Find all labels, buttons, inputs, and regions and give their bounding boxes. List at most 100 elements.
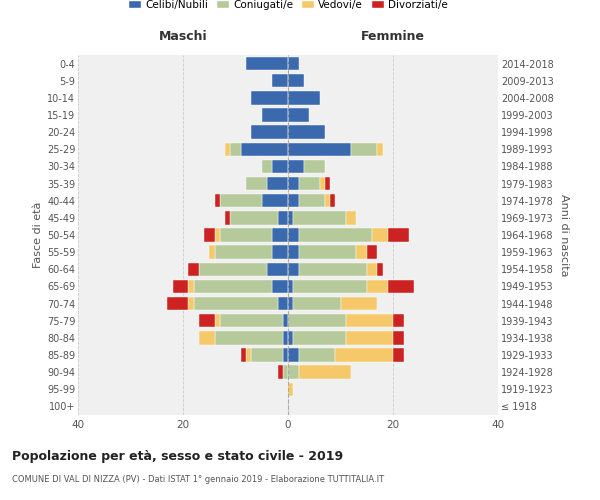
Bar (193, 280, 272, 293)
Bar (299, 177, 320, 190)
Bar (230, 211, 277, 224)
Bar (346, 314, 393, 328)
Bar (335, 348, 393, 362)
Bar (283, 348, 288, 362)
Bar (288, 262, 299, 276)
Bar (272, 228, 288, 241)
Bar (204, 228, 215, 241)
Bar (246, 177, 267, 190)
Bar (288, 280, 293, 293)
Bar (299, 194, 325, 207)
Bar (288, 74, 304, 88)
Bar (293, 297, 341, 310)
Bar (288, 160, 304, 173)
Bar (346, 331, 393, 344)
Bar (393, 331, 404, 344)
Bar (199, 331, 215, 344)
Bar (320, 177, 325, 190)
Bar (220, 194, 262, 207)
Bar (241, 348, 246, 362)
Text: Maschi: Maschi (158, 30, 208, 43)
Bar (288, 108, 309, 122)
Bar (288, 194, 299, 207)
Bar (288, 297, 293, 310)
Bar (209, 246, 215, 259)
Bar (272, 160, 288, 173)
Bar (230, 142, 241, 156)
Bar (220, 314, 283, 328)
Bar (272, 74, 288, 88)
Bar (299, 228, 372, 241)
Bar (283, 366, 288, 379)
Bar (215, 331, 283, 344)
Bar (262, 160, 272, 173)
Bar (288, 348, 299, 362)
Bar (199, 262, 267, 276)
Bar (325, 194, 330, 207)
Bar (215, 246, 272, 259)
Bar (251, 126, 288, 139)
Bar (367, 262, 377, 276)
Bar (341, 297, 377, 310)
Bar (393, 314, 404, 328)
Bar (388, 280, 414, 293)
Bar (393, 348, 404, 362)
Bar (304, 160, 325, 173)
Bar (325, 177, 330, 190)
Bar (283, 314, 288, 328)
Bar (351, 142, 377, 156)
Bar (346, 211, 356, 224)
Bar (288, 366, 299, 379)
Bar (288, 382, 293, 396)
Bar (293, 211, 346, 224)
Bar (377, 262, 383, 276)
Bar (288, 314, 346, 328)
Bar (272, 246, 288, 259)
Bar (299, 366, 351, 379)
Bar (277, 366, 283, 379)
Bar (188, 280, 193, 293)
Bar (199, 314, 215, 328)
Bar (167, 297, 188, 310)
Bar (299, 262, 367, 276)
Bar (299, 246, 356, 259)
Bar (241, 142, 288, 156)
Bar (288, 91, 320, 104)
Bar (288, 57, 299, 70)
Bar (188, 297, 193, 310)
Bar (193, 297, 277, 310)
Bar (299, 348, 335, 362)
Bar (220, 228, 272, 241)
Bar (288, 142, 351, 156)
Bar (293, 331, 346, 344)
Bar (272, 280, 288, 293)
Text: COMUNE DI VAL DI NIZZA (PV) - Dati ISTAT 1° gennaio 2019 - Elaborazione TUTTITAL: COMUNE DI VAL DI NIZZA (PV) - Dati ISTAT… (12, 475, 384, 484)
Bar (262, 108, 288, 122)
Y-axis label: Anni di nascita: Anni di nascita (559, 194, 569, 276)
Bar (251, 348, 283, 362)
Text: Femmine: Femmine (361, 30, 425, 43)
Bar (367, 246, 377, 259)
Bar (215, 228, 220, 241)
Bar (372, 228, 388, 241)
Bar (283, 331, 288, 344)
Bar (293, 280, 367, 293)
Bar (288, 211, 293, 224)
Legend: Celibi/Nubili, Coniugati/e, Vedovi/e, Divorziati/e: Celibi/Nubili, Coniugati/e, Vedovi/e, Di… (124, 0, 452, 14)
Bar (246, 57, 288, 70)
Text: Popolazione per età, sesso e stato civile - 2019: Popolazione per età, sesso e stato civil… (12, 450, 343, 463)
Bar (246, 348, 251, 362)
Bar (225, 142, 230, 156)
Bar (288, 228, 299, 241)
Bar (356, 246, 367, 259)
Bar (288, 246, 299, 259)
Bar (288, 126, 325, 139)
Bar (225, 211, 230, 224)
Y-axis label: Fasce di età: Fasce di età (32, 202, 43, 268)
Bar (262, 194, 288, 207)
Bar (377, 142, 383, 156)
Bar (277, 211, 288, 224)
Bar (367, 280, 388, 293)
Bar (188, 262, 199, 276)
Bar (288, 177, 299, 190)
